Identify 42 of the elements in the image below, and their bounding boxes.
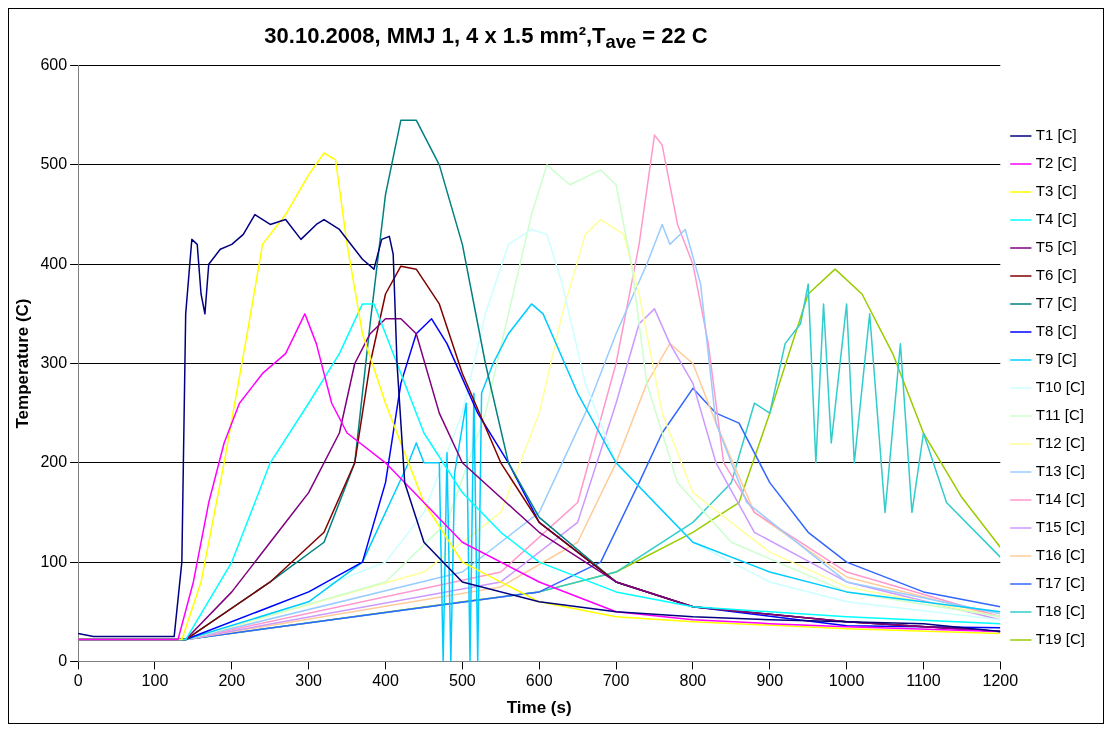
legend-label: T7 [C]: [1035, 294, 1077, 312]
legend-label: T4 [C]: [1035, 210, 1077, 228]
legend-label: T18 [C]: [1035, 602, 1086, 620]
legend-label: T16 [C]: [1035, 546, 1086, 564]
legend-label: T5 [C]: [1035, 238, 1077, 256]
legend-label: T14 [C]: [1035, 490, 1086, 508]
x-tick-label: 1100: [906, 672, 941, 690]
legend-label: T17 [C]: [1035, 574, 1086, 592]
legend-label: T8 [C]: [1035, 322, 1077, 340]
x-tick-label: 900: [756, 672, 784, 690]
chart-title: 30.10.2008, MMJ 1, 4 x 1.5 mm²,T$_{ave}$ = 22 C: [263, 22, 709, 54]
x-axis-title: Time (s): [506, 698, 572, 718]
legend-label: T3 [C]: [1035, 182, 1077, 200]
x-tick-label: 300: [295, 672, 323, 690]
legend-label: T13 [C]: [1035, 462, 1086, 480]
legend-label: T9 [C]: [1035, 350, 1077, 368]
x-tick-label: 1200: [982, 672, 1019, 690]
y-tick-label: 400: [40, 255, 68, 272]
x-tick-label: 400: [372, 672, 399, 690]
legend-label: T1 [C]: [1035, 126, 1077, 144]
y-axis-title: Temperature (C): [12, 298, 32, 429]
legend-label: T10 [C]: [1035, 378, 1086, 396]
y-tick-label: 600: [40, 56, 68, 74]
x-tick-label: 500: [449, 672, 476, 690]
y-tick-label: 500: [40, 155, 68, 173]
x-tick-label: 700: [602, 672, 630, 690]
y-tick-label: 300: [40, 354, 68, 372]
y-tick-label: 200: [40, 453, 68, 471]
legend-label: T6 [C]: [1035, 266, 1077, 284]
x-tick-label: 1000: [828, 672, 865, 690]
x-tick-label: 800: [679, 672, 707, 690]
x-tick-label: 200: [218, 672, 246, 690]
x-tick-label: 0: [73, 672, 83, 690]
legend-label: T11 [C]: [1035, 406, 1084, 424]
y-tick-label: 0: [58, 652, 68, 670]
legend-label: T19 [C]: [1035, 630, 1086, 648]
legend-label: T12 [C]: [1035, 434, 1086, 452]
legend-label: T15 [C]: [1035, 518, 1086, 536]
x-tick-label: 100: [141, 672, 169, 690]
legend-label: T2 [C]: [1035, 154, 1077, 172]
y-tick-label: 100: [40, 552, 68, 570]
x-tick-label: 600: [525, 672, 553, 690]
